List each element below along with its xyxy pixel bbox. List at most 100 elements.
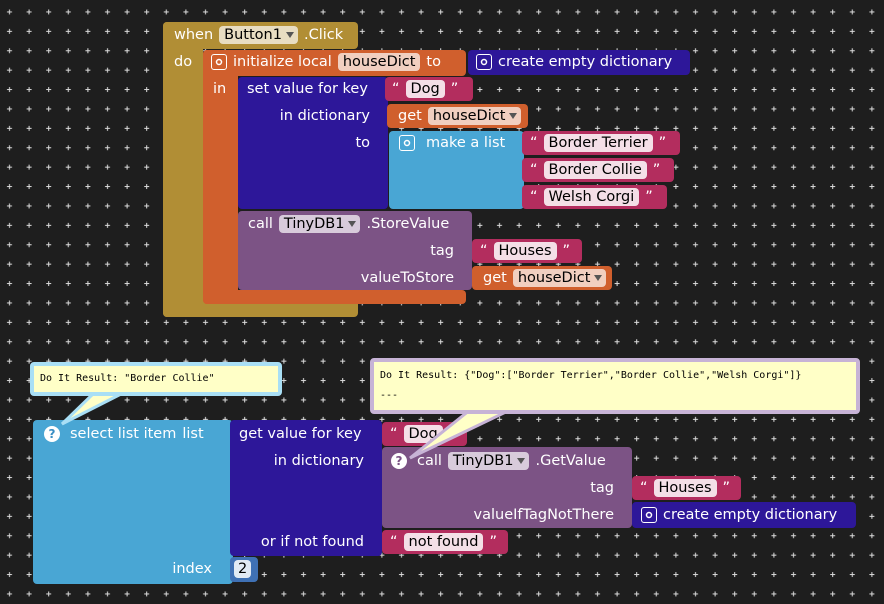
text-field[interactable]: Dog: [405, 80, 445, 98]
label: call: [248, 216, 273, 232]
text-field[interactable]: Houses: [493, 242, 557, 260]
label: get value for key: [239, 426, 362, 442]
set-value-block[interactable]: [238, 77, 388, 209]
label: call: [417, 453, 442, 469]
label: valueIfTagNotThere: [473, 507, 614, 523]
label: TinyDB1: [283, 216, 345, 232]
gear-icon[interactable]: [211, 54, 227, 70]
help-icon[interactable]: ?: [44, 426, 60, 442]
label: create empty dictionary: [498, 54, 673, 70]
quote: ”: [658, 135, 667, 151]
event-block-foot[interactable]: [163, 300, 358, 317]
result-tooltip: Do It Result: "Border Collie": [30, 362, 282, 396]
variable-dropdown[interactable]: houseDict: [427, 107, 522, 125]
label: Border Collie: [548, 162, 642, 178]
quote: “: [392, 81, 400, 97]
text-row: “ Houses ”: [480, 239, 570, 263]
text-row: “ Welsh Corgi ”: [530, 185, 653, 209]
quote: ”: [450, 81, 459, 97]
label: get: [398, 108, 422, 124]
get-value-block[interactable]: [230, 420, 382, 556]
do-label: do: [174, 50, 192, 74]
label: TinyDB1: [452, 453, 514, 469]
text-row: “ Border Terrier ”: [530, 131, 666, 155]
label: Button1: [224, 27, 282, 43]
label-row: tag: [240, 239, 454, 263]
label: ?: [48, 427, 56, 441]
label: initialize local: [233, 54, 332, 70]
label: .Click: [303, 27, 344, 43]
label: list: [182, 426, 204, 442]
variable-dropdown[interactable]: houseDict: [512, 269, 607, 287]
label-row: in dictionary: [240, 104, 370, 128]
create-dictionary-block[interactable]: [468, 50, 690, 75]
initialize-block[interactable]: [203, 50, 466, 76]
result-tooltip: Do It Result: {"Dog":["Border Terrier","…: [370, 358, 860, 414]
label: make a list: [426, 135, 506, 151]
event-block-body[interactable]: [163, 22, 203, 317]
text-field[interactable]: Welsh Corgi: [543, 188, 640, 206]
text-field[interactable]: not found: [403, 533, 484, 551]
label-row: get value for key: [239, 422, 362, 446]
tooltip-line: Do It Result: {"Dog":["Border Terrier","…: [380, 370, 802, 381]
label: houseDict: [342, 54, 416, 70]
text-row: “ not found ”: [390, 530, 497, 554]
component-dropdown[interactable]: TinyDB1: [447, 452, 530, 470]
label: valueToStore: [360, 270, 454, 286]
label: Welsh Corgi: [548, 189, 635, 205]
label: tag: [590, 480, 614, 496]
quote: “: [390, 426, 398, 442]
label: do: [174, 54, 193, 70]
label: Dog: [408, 426, 438, 442]
text-field[interactable]: Houses: [653, 479, 717, 497]
quote: “: [530, 135, 538, 151]
gear-icon[interactable]: [399, 135, 415, 151]
label: index: [172, 561, 212, 577]
label-row: in dictionary: [232, 449, 364, 473]
number-row: 2: [234, 557, 252, 581]
quote: “: [480, 243, 488, 259]
variable-name[interactable]: houseDict: [337, 53, 421, 71]
text-row: “ Border Collie ”: [530, 158, 660, 182]
help-icon[interactable]: ?: [391, 453, 407, 469]
label: or if not found: [260, 534, 364, 550]
quote: ”: [652, 162, 661, 178]
gear-icon[interactable]: [476, 54, 492, 70]
label: .GetValue: [535, 453, 606, 469]
tooltip-pointer: [60, 390, 126, 426]
label-row: tag: [384, 476, 614, 500]
label: tag: [430, 243, 454, 259]
text-field[interactable]: Border Collie: [543, 161, 647, 179]
label: Dog: [410, 81, 440, 97]
label: .StoreValue: [366, 216, 450, 232]
in-label: in: [213, 77, 226, 101]
label: set value for key: [247, 81, 368, 97]
initialize-header: initialize local houseDict to: [211, 50, 441, 74]
initialize-foot[interactable]: [203, 290, 466, 304]
select-list-item-block[interactable]: [33, 420, 233, 584]
component-dropdown[interactable]: TinyDB1: [278, 215, 361, 233]
quote: “: [640, 480, 648, 496]
gear-icon[interactable]: [641, 507, 657, 523]
label: when: [174, 27, 214, 43]
label: houseDict: [517, 270, 591, 286]
text-field[interactable]: Border Terrier: [543, 134, 653, 152]
quote: ”: [722, 480, 731, 496]
create-dictionary-block[interactable]: [632, 502, 856, 528]
label-row: valueToStore: [240, 266, 454, 290]
label-row: index: [40, 557, 212, 581]
label: 2: [238, 561, 248, 577]
quote: “: [390, 534, 398, 550]
initialize-body[interactable]: [203, 50, 238, 304]
label: in dictionary: [279, 108, 370, 124]
tooltip-pointer: [409, 408, 511, 460]
label: to: [355, 135, 370, 151]
component-dropdown[interactable]: Button1: [219, 26, 298, 44]
label: houseDict: [432, 108, 506, 124]
make-list-block[interactable]: [389, 131, 524, 209]
number-field[interactable]: 2: [234, 560, 252, 578]
tooltip-line: ---: [380, 390, 399, 401]
tooltip-line: Do It Result: "Border Collie": [40, 373, 215, 384]
label: in: [213, 81, 227, 97]
get-row: get houseDict: [398, 104, 522, 128]
